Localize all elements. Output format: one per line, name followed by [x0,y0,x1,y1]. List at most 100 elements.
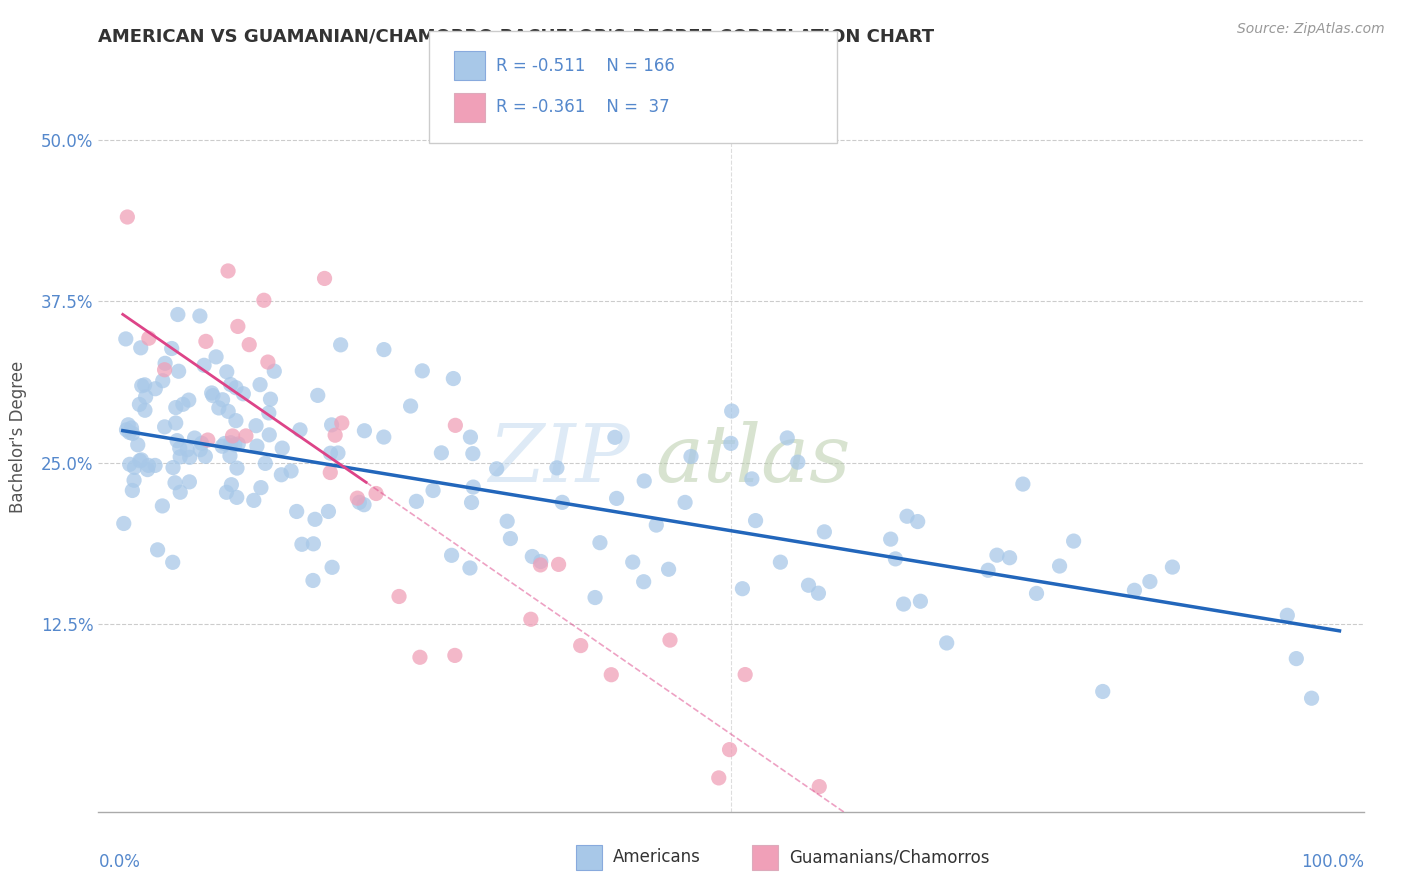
Point [270,467,292,482]
Point [179,450,201,465]
Point [176,442,198,457]
Point [353,498,375,512]
Point [211,439,233,453]
Point [131,453,153,467]
Point [215,365,238,379]
Point [238,337,260,351]
Point [232,386,254,401]
Point [224,438,246,452]
Point [169,485,191,500]
Point [1144,843,1167,857]
Point [169,450,191,464]
Point [659,633,682,648]
Point [153,356,176,370]
Text: R = -0.511    N = 166: R = -0.511 N = 166 [496,56,675,75]
Point [225,414,247,428]
Point [741,472,763,486]
Point [388,590,411,604]
Point [776,431,799,445]
Point [201,386,224,401]
Point [221,429,243,443]
Point [1265,843,1288,857]
Point [112,516,135,531]
Point [879,532,901,546]
Point [304,512,326,526]
Point [153,420,176,434]
Point [217,264,239,278]
Point [460,430,482,444]
Text: AMERICAN VS GUAMANIAN/CHAMORRO BACHELOR'S DEGREE CORRELATION CHART: AMERICAN VS GUAMANIAN/CHAMORRO BACHELOR'… [98,28,935,45]
Point [910,594,932,608]
Point [166,308,188,322]
Point [219,449,242,463]
Point [288,423,311,437]
Point [734,667,756,681]
Point [160,342,183,356]
Point [986,548,1008,562]
Point [193,359,215,373]
Point [127,438,149,452]
Point [307,388,329,402]
Point [645,518,668,533]
Point [117,417,139,432]
Point [896,509,918,524]
Point [1301,691,1323,706]
Point [318,504,340,518]
Point [225,381,247,395]
Point [166,434,188,448]
Point [205,350,228,364]
Point [583,591,606,605]
Point [1153,843,1175,857]
Text: 0.0%: 0.0% [98,854,141,871]
Point [520,612,543,626]
Point [138,331,160,345]
Point [179,475,201,489]
Point [245,418,267,433]
Point [226,437,249,451]
Point [346,491,368,505]
Point [226,319,249,334]
Point [522,549,544,564]
Point [254,456,277,470]
Text: Americans: Americans [613,848,700,866]
Point [319,446,342,460]
Point [190,436,212,450]
Point [530,554,553,568]
Point [249,377,271,392]
Point [177,393,200,408]
Point [935,636,957,650]
Point [329,338,352,352]
Point [606,491,628,506]
Point [430,446,453,460]
Point [194,334,217,349]
Point [197,433,219,447]
Point [589,535,612,549]
Point [807,586,830,600]
Point [808,780,831,794]
Point [373,430,395,444]
Point [720,436,742,450]
Point [214,436,236,450]
Point [280,464,302,478]
Point [152,374,174,388]
Point [569,639,592,653]
Point [1277,608,1299,623]
Text: Guamanians/Chamorros: Guamanians/Chamorros [789,848,990,866]
Point [221,477,243,491]
Point [215,485,238,500]
Point [720,404,742,418]
Point [138,458,160,473]
Point [1012,477,1035,491]
Point [786,455,808,469]
Point [769,555,792,569]
Point [731,582,754,596]
Point [884,552,907,566]
Point [399,399,422,413]
Point [263,364,285,378]
Point [153,363,176,377]
Point [208,401,231,415]
Point [364,486,387,500]
Point [162,555,184,569]
Point [143,382,166,396]
Point [118,458,141,472]
